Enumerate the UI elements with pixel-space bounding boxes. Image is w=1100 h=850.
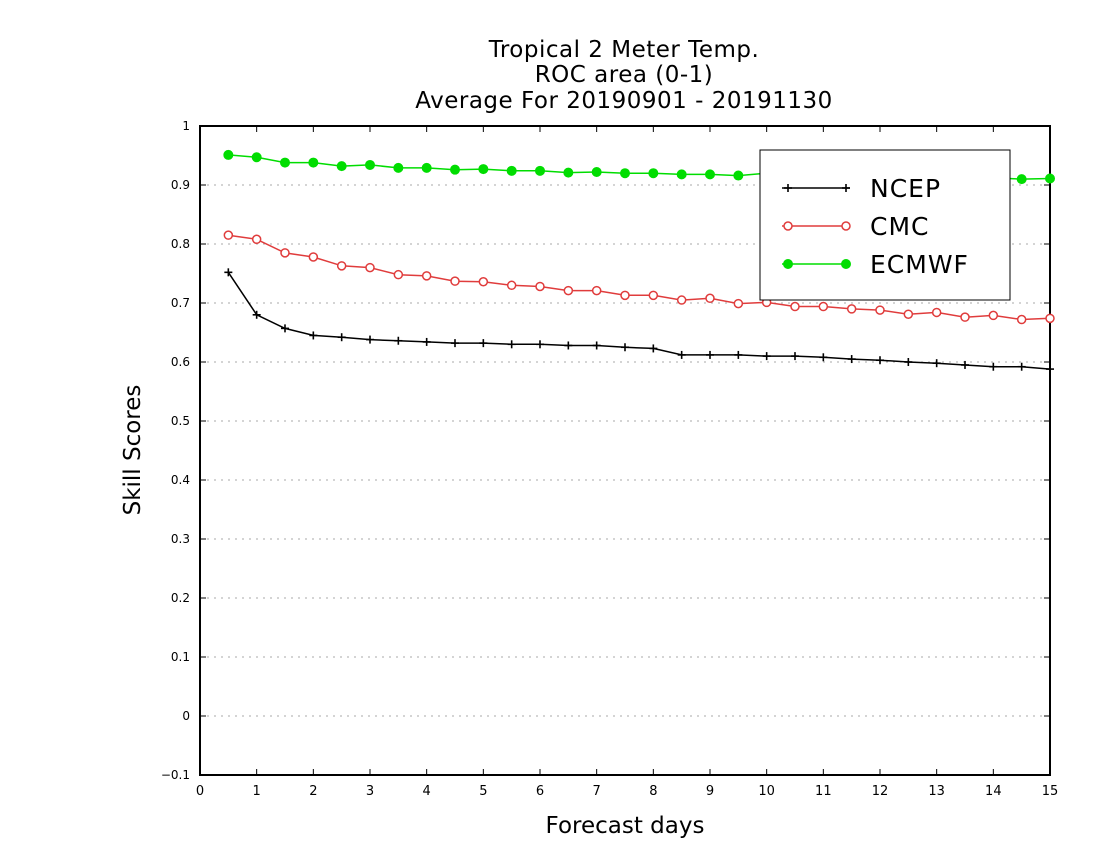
legend-marker-cmc — [783, 221, 793, 231]
y-tick-label: 0.5 — [171, 414, 190, 428]
y-tick-label: 0.7 — [171, 296, 190, 310]
data-point-cmc — [365, 262, 375, 273]
data-point-cmc — [223, 230, 234, 240]
data-point-ecmwf — [648, 168, 659, 179]
x-tick-label: 2 — [309, 784, 317, 799]
x-tick-label: 1 — [253, 784, 261, 799]
x-tick-label: 15 — [1042, 784, 1059, 799]
chart-title-line-2: ROC area (0-1) — [534, 62, 714, 88]
data-point-ecmwf — [591, 167, 602, 178]
y-tick-label: 0.8 — [171, 237, 190, 251]
legend-box — [759, 149, 1011, 301]
data-point-ecmwf — [506, 165, 517, 176]
data-point-cmc — [931, 307, 942, 318]
data-point-cmc — [818, 301, 829, 312]
data-point-cmc — [903, 309, 914, 319]
data-point-ecmwf — [421, 162, 432, 173]
data-point-cmc — [733, 298, 744, 309]
series-line-ncep — [227, 271, 1051, 370]
chart-title-line-3: Average For 20190901 - 20191130 — [415, 88, 833, 114]
y-tick-label: 0.2 — [171, 591, 190, 605]
data-point-cmc — [506, 280, 517, 291]
data-point-cmc — [790, 301, 800, 312]
data-point-ecmwf — [620, 168, 630, 179]
data-point-ecmwf — [478, 164, 489, 175]
legend-marker-ecmwf — [841, 259, 851, 269]
y-axis-label: Skill Scores — [120, 385, 146, 516]
data-point-ecmwf — [365, 159, 375, 170]
data-point-cmc — [1016, 314, 1027, 325]
data-point-cmc — [676, 295, 687, 305]
data-point-cmc — [450, 276, 460, 286]
y-tick-label: −0.1 — [161, 768, 190, 782]
plot-frame — [199, 125, 1051, 776]
data-point-ecmwf — [308, 157, 319, 168]
data-point-cmc — [875, 305, 885, 315]
data-point-ecmwf — [223, 149, 234, 160]
data-point-cmc — [308, 252, 319, 262]
data-point-ecmwf — [450, 164, 460, 175]
y-tick-label: 0.3 — [171, 532, 190, 546]
data-point-ecmwf — [535, 165, 545, 176]
chart-title-line-1: Tropical 2 Meter Temp. — [488, 37, 760, 63]
data-point-cmc — [478, 277, 489, 287]
data-point-ecmwf — [705, 169, 715, 180]
legend-label-cmc: CMC — [870, 212, 929, 241]
x-tick-label: 11 — [815, 784, 832, 799]
data-point-cmc — [960, 312, 970, 322]
legend-marker-ecmwf — [783, 259, 793, 269]
y-tick-label: 0.1 — [171, 650, 190, 664]
data-point-cmc — [563, 285, 574, 296]
x-tick-label: 12 — [872, 784, 889, 799]
data-point-cmc — [591, 285, 602, 296]
data-point-ecmwf — [336, 161, 347, 172]
y-tick-label: 0.9 — [171, 178, 190, 192]
data-point-cmc — [620, 290, 630, 301]
x-tick-label: 9 — [706, 784, 714, 799]
legend-label-ncep: NCEP — [870, 174, 941, 203]
data-point-cmc — [421, 271, 432, 281]
y-tick-label: 1 — [182, 119, 190, 133]
data-point-ecmwf — [563, 167, 574, 178]
y-tick-label: 0 — [182, 709, 190, 723]
data-point-cmc — [393, 269, 404, 280]
data-point-cmc — [1045, 313, 1055, 324]
x-tick-label: 0 — [196, 784, 204, 799]
x-tick-label: 10 — [758, 784, 775, 799]
legend-label-ecmwf: ECMWF — [870, 250, 969, 279]
x-tick-label: 4 — [423, 784, 431, 799]
legend-marker-cmc — [841, 221, 851, 231]
x-tick-label: 6 — [536, 784, 544, 799]
data-point-ecmwf — [280, 157, 290, 168]
x-tick-label: 3 — [366, 784, 374, 799]
x-axis-label: Forecast days — [546, 813, 705, 839]
data-point-cmc — [535, 281, 545, 292]
data-point-cmc — [705, 293, 715, 304]
y-tick-label: 0.4 — [171, 473, 190, 487]
data-point-ecmwf — [676, 169, 687, 180]
x-tick-label: 8 — [649, 784, 657, 799]
data-point-cmc — [648, 290, 659, 301]
x-tick-label: 14 — [985, 784, 1002, 799]
data-point-cmc — [336, 261, 347, 271]
data-point-ecmwf — [393, 162, 404, 173]
y-tick-label: 0.6 — [171, 355, 190, 369]
data-point-ecmwf — [1016, 174, 1027, 185]
x-tick-label: 7 — [593, 784, 601, 799]
x-tick-label: 13 — [928, 784, 945, 799]
data-point-ecmwf — [251, 152, 262, 163]
data-point-ecmwf — [1045, 173, 1055, 184]
x-tick-label: 5 — [479, 784, 487, 799]
data-point-cmc — [251, 234, 262, 245]
data-point-cmc — [988, 310, 999, 321]
data-point-cmc — [846, 304, 857, 314]
data-point-ecmwf — [733, 170, 744, 181]
data-point-cmc — [280, 248, 290, 258]
